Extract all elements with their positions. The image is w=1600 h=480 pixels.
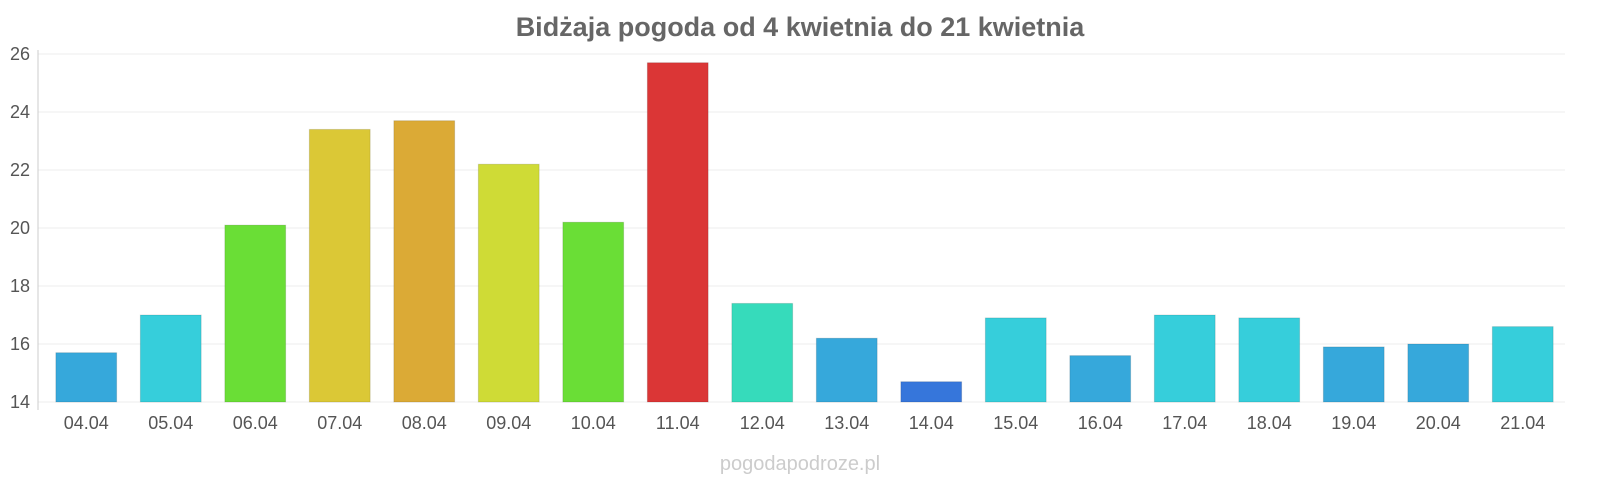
y-tick-label: 24 xyxy=(10,102,30,122)
bar-09.04 xyxy=(477,163,540,403)
x-tick-label: 10.04 xyxy=(571,413,616,433)
x-tick-label: 07.04 xyxy=(317,413,362,433)
y-tick-label: 20 xyxy=(10,218,30,238)
x-tick-label: 16.04 xyxy=(1078,413,1123,433)
x-tick-label: 04.04 xyxy=(64,413,109,433)
x-tick-label: 12.04 xyxy=(740,413,785,433)
bar-10.04 xyxy=(562,221,625,403)
x-tick-label: 08.04 xyxy=(402,413,447,433)
x-tick-label: 09.04 xyxy=(486,413,531,433)
bar-16.04 xyxy=(1069,355,1132,403)
bar-18.04 xyxy=(1238,317,1301,403)
bar-20.04 xyxy=(1407,343,1470,403)
y-tick-label: 22 xyxy=(10,160,30,180)
gridlines xyxy=(38,53,1565,403)
bar-14.04 xyxy=(900,381,963,403)
bar-06.04 xyxy=(224,224,287,403)
bar-19.04 xyxy=(1322,346,1385,403)
bar-17.04 xyxy=(1153,314,1216,403)
bar-04.04 xyxy=(55,352,118,403)
watermark: pogodapodroze.pl xyxy=(720,453,880,475)
bar-15.04 xyxy=(984,317,1047,403)
bar-12.04 xyxy=(731,302,794,403)
bar-21.04 xyxy=(1491,326,1554,403)
bar-08.04 xyxy=(393,120,456,403)
bar-11.04 xyxy=(646,62,709,403)
chart-title: Bidżaja pogoda od 4 kwietnia do 21 kwiet… xyxy=(516,12,1086,42)
y-tick-label: 26 xyxy=(10,44,30,64)
bars xyxy=(55,62,1554,403)
y-tick-label: 16 xyxy=(10,334,30,354)
x-tick-label: 18.04 xyxy=(1247,413,1292,433)
x-tick-label: 11.04 xyxy=(656,413,700,433)
bar-05.04 xyxy=(139,314,202,403)
x-tick-label: 14.04 xyxy=(909,413,954,433)
x-tick-label: 13.04 xyxy=(824,413,869,433)
x-tick-label: 15.04 xyxy=(993,413,1038,433)
y-tick-label: 18 xyxy=(10,276,30,296)
x-tick-label: 05.04 xyxy=(148,413,193,433)
x-tick-label: 19.04 xyxy=(1331,413,1376,433)
bar-07.04 xyxy=(308,128,371,403)
x-axis-ticks: 04.04 05.04 06.04 07.04 08.04 09.04 10.04 11.04… xyxy=(64,413,1546,433)
x-tick-label: 06.04 xyxy=(233,413,278,433)
bar-13.04 xyxy=(815,337,878,403)
y-axis-ticks: 14 16 18 20 22 24 26 xyxy=(10,44,30,412)
x-tick-label: 21.04 xyxy=(1500,413,1545,433)
x-tick-label: 17.04 xyxy=(1162,413,1207,433)
y-tick-label: 14 xyxy=(10,392,30,412)
x-tick-label: 20.04 xyxy=(1416,413,1461,433)
